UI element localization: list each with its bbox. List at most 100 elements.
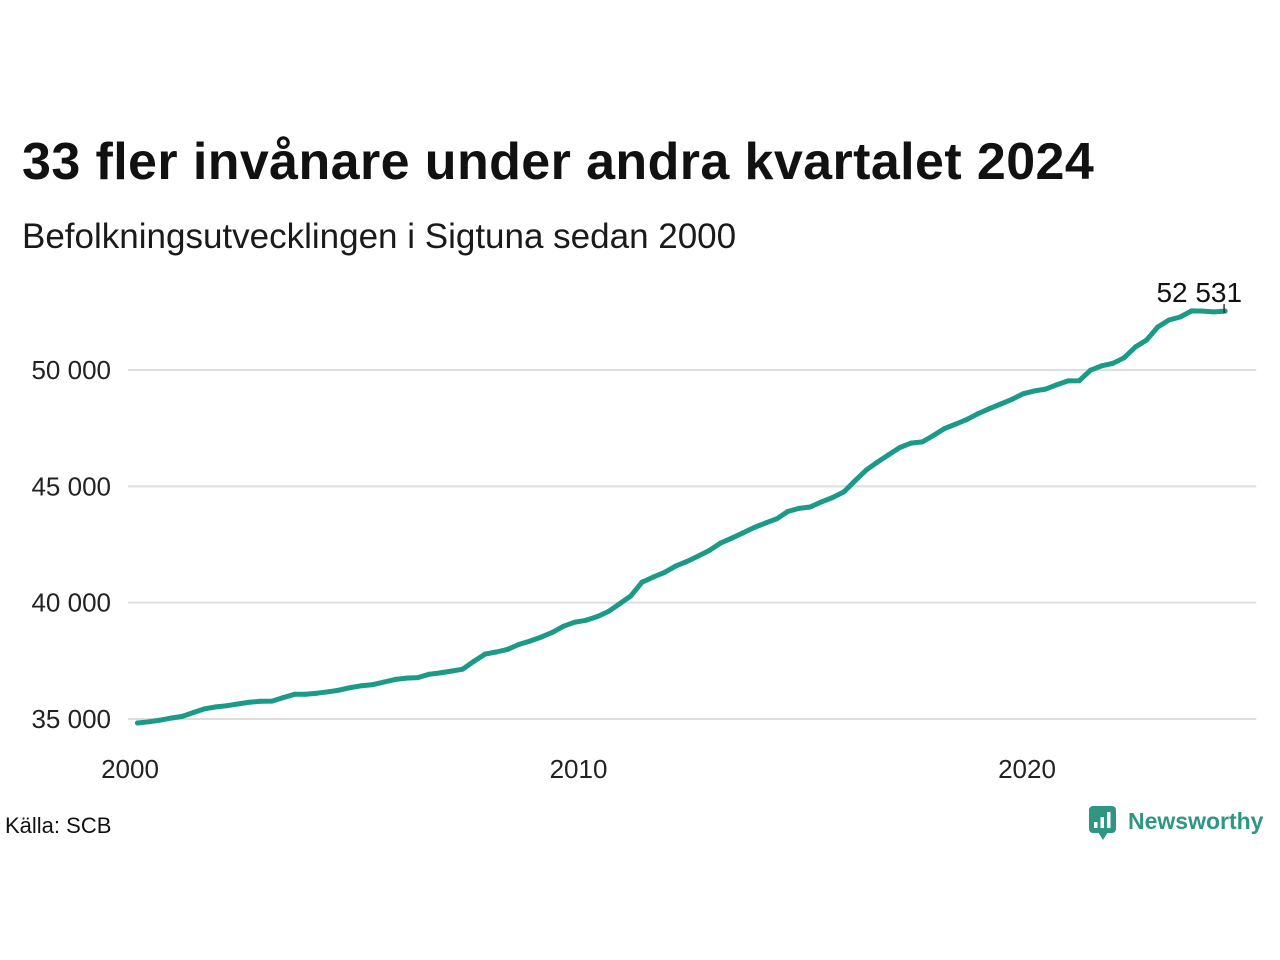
data-point — [886, 452, 892, 458]
data-point — [818, 499, 824, 505]
data-point — [505, 646, 510, 652]
data-point — [404, 675, 410, 681]
data-point — [875, 459, 880, 465]
data-point — [695, 553, 701, 559]
logo-text: Newsworthy — [1128, 808, 1264, 834]
data-point — [1200, 308, 1206, 314]
chart-subtitle: Befolkningsutvecklingen i Sigtuna sedan … — [22, 217, 736, 256]
data-point — [292, 691, 297, 697]
data-point — [572, 619, 578, 625]
data-point — [1099, 363, 1105, 369]
data-point — [706, 548, 712, 553]
data-point — [303, 691, 309, 697]
series-line — [135, 308, 1228, 726]
data-point — [348, 685, 353, 691]
data-point — [740, 530, 746, 536]
y-tick-label: 40 000 — [31, 588, 111, 618]
x-tick-label: 2010 — [550, 754, 608, 784]
x-tick-label: 2020 — [998, 754, 1056, 784]
data-point — [415, 675, 421, 681]
data-point — [617, 601, 623, 607]
data-point — [325, 689, 331, 695]
data-point — [987, 406, 993, 412]
data-point — [460, 666, 466, 672]
data-point — [1065, 378, 1071, 384]
newsworthy-logo: Newsworthy — [1089, 806, 1264, 840]
x-axis: 2000 2010 2020 — [101, 754, 1056, 784]
data-point — [1144, 337, 1150, 343]
data-point — [561, 623, 567, 629]
data-point — [258, 698, 264, 704]
data-point — [471, 658, 477, 664]
data-point — [191, 710, 196, 715]
chart-title: 33 fler invånare under andra kvartalet 2… — [22, 133, 1094, 191]
data-point — [975, 411, 981, 416]
data-point — [673, 563, 679, 569]
data-point — [718, 540, 723, 546]
data-point — [785, 509, 791, 514]
data-point — [841, 489, 847, 495]
data-point — [628, 593, 634, 599]
data-point — [392, 676, 398, 682]
data-point — [1132, 344, 1138, 350]
data-point — [594, 614, 600, 620]
data-point — [448, 668, 454, 674]
data-point — [998, 401, 1004, 407]
data-point — [247, 699, 253, 705]
data-point — [179, 713, 185, 719]
data-point — [336, 687, 342, 693]
data-point — [931, 432, 937, 438]
data-point — [1121, 355, 1127, 361]
y-tick-label: 50 000 — [31, 355, 111, 385]
data-point — [650, 574, 656, 580]
data-point — [1076, 378, 1082, 384]
data-point — [852, 478, 858, 484]
data-point — [482, 651, 488, 657]
data-point — [953, 421, 959, 427]
data-point — [774, 516, 780, 522]
data-point — [684, 559, 690, 564]
data-point — [168, 715, 174, 721]
data-point — [437, 670, 443, 676]
data-point — [224, 703, 230, 709]
data-point — [605, 609, 611, 614]
data-point — [370, 682, 376, 688]
data-point — [1054, 382, 1060, 388]
data-point — [639, 579, 645, 585]
data-point — [1189, 308, 1194, 314]
data-point — [1166, 317, 1172, 323]
newsworthy-logo-icon — [1089, 806, 1116, 840]
data-point — [1155, 324, 1161, 330]
data-point — [516, 642, 522, 647]
data-point — [538, 634, 544, 640]
data-point — [359, 683, 365, 689]
data-point — [135, 720, 140, 726]
data-point — [157, 717, 163, 723]
data-point — [942, 425, 948, 431]
data-point — [908, 440, 914, 446]
data-point — [1043, 386, 1049, 392]
data-point — [280, 695, 286, 701]
data-point — [1211, 309, 1217, 315]
data-point — [662, 569, 667, 575]
data-point — [493, 649, 499, 655]
y-gridlines — [128, 369, 1257, 720]
data-point — [751, 525, 757, 530]
data-point — [807, 504, 813, 510]
end-value-label: 52 531 — [1156, 277, 1242, 308]
data-point — [527, 638, 533, 644]
y-tick-label: 45 000 — [31, 471, 111, 501]
data-point — [830, 495, 836, 500]
data-point — [1032, 388, 1037, 394]
data-point — [863, 467, 869, 473]
plot-area: 52 531 — [135, 277, 1242, 726]
data-point — [1088, 367, 1093, 373]
x-tick-label: 2000 — [101, 754, 159, 784]
data-point — [426, 671, 432, 677]
data-point — [1177, 314, 1183, 320]
y-tick-label: 35 000 — [31, 704, 111, 734]
data-point — [1020, 391, 1026, 397]
data-point — [235, 701, 241, 707]
data-point — [1009, 396, 1015, 402]
